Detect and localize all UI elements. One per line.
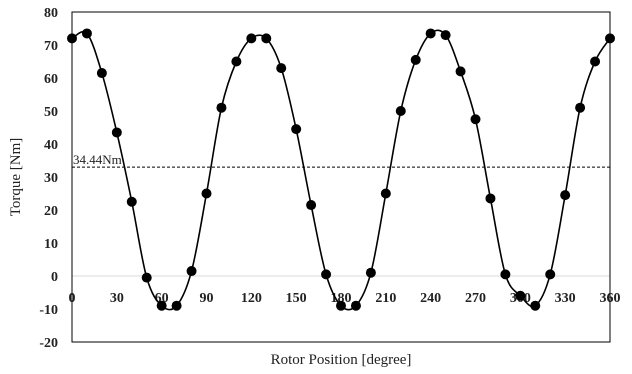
torque-data-points <box>67 28 615 311</box>
y-tick-label: -20 <box>39 336 58 351</box>
data-point <box>81 28 92 39</box>
x-axis-ticks: 0306090120150180210240270300330360 <box>69 291 621 306</box>
y-tick-label: -10 <box>39 303 58 318</box>
data-point <box>350 300 361 311</box>
y-tick-label: 30 <box>44 171 58 186</box>
plot-frame <box>71 11 611 343</box>
x-tick-label: 30 <box>110 291 124 306</box>
data-point <box>141 272 152 283</box>
x-tick-label: 150 <box>286 291 307 306</box>
data-point <box>261 33 272 44</box>
data-point <box>306 200 317 211</box>
y-tick-label: 10 <box>44 237 58 252</box>
data-point <box>470 114 481 125</box>
data-point <box>425 28 436 39</box>
x-tick-label: 120 <box>241 291 262 306</box>
y-axis-title: Torque [Nm] <box>8 138 24 217</box>
data-point <box>590 56 601 67</box>
data-point <box>216 102 227 113</box>
data-point <box>276 63 287 74</box>
data-point <box>231 56 242 67</box>
data-point <box>575 102 586 113</box>
torque-series-line <box>71 29 611 311</box>
y-tick-label: 80 <box>44 6 58 21</box>
y-tick-label: 40 <box>44 138 58 153</box>
data-point <box>336 300 346 311</box>
x-tick-label: 270 <box>465 291 486 306</box>
data-point <box>201 188 212 199</box>
data-point <box>156 300 167 311</box>
data-point <box>126 196 137 207</box>
data-point <box>321 269 332 280</box>
data-point <box>455 66 466 77</box>
data-point <box>291 124 302 135</box>
data-point <box>440 30 451 41</box>
y-axis-ticks: -20 -10 0 10 20 30 40 50 60 70 80 <box>39 6 58 351</box>
data-point <box>410 54 421 65</box>
data-point <box>246 33 257 44</box>
x-tick-label: 240 <box>420 291 441 306</box>
data-point <box>395 106 406 116</box>
x-tick-label: 330 <box>555 291 576 306</box>
y-tick-label: 50 <box>44 105 58 120</box>
y-tick-label: 0 <box>51 270 58 285</box>
data-point <box>380 188 391 199</box>
data-point <box>186 266 197 277</box>
x-tick-label: 180 <box>331 291 352 306</box>
data-point <box>545 269 556 280</box>
y-tick-label: 60 <box>44 72 58 87</box>
data-point <box>96 68 107 79</box>
y-tick-label: 70 <box>44 39 58 54</box>
x-tick-label: 90 <box>200 291 214 306</box>
x-tick-label: 210 <box>375 291 396 306</box>
data-point <box>365 267 376 278</box>
data-point <box>485 193 496 204</box>
average-torque-label: 34.44Nm <box>73 152 122 167</box>
data-point <box>171 300 182 311</box>
data-point <box>530 300 541 311</box>
data-point <box>111 127 122 138</box>
data-point <box>515 290 526 301</box>
x-axis-title: Rotor Position [degree] <box>271 352 412 368</box>
data-point <box>500 269 511 280</box>
y-tick-label: 20 <box>44 204 58 219</box>
data-point <box>560 190 571 201</box>
